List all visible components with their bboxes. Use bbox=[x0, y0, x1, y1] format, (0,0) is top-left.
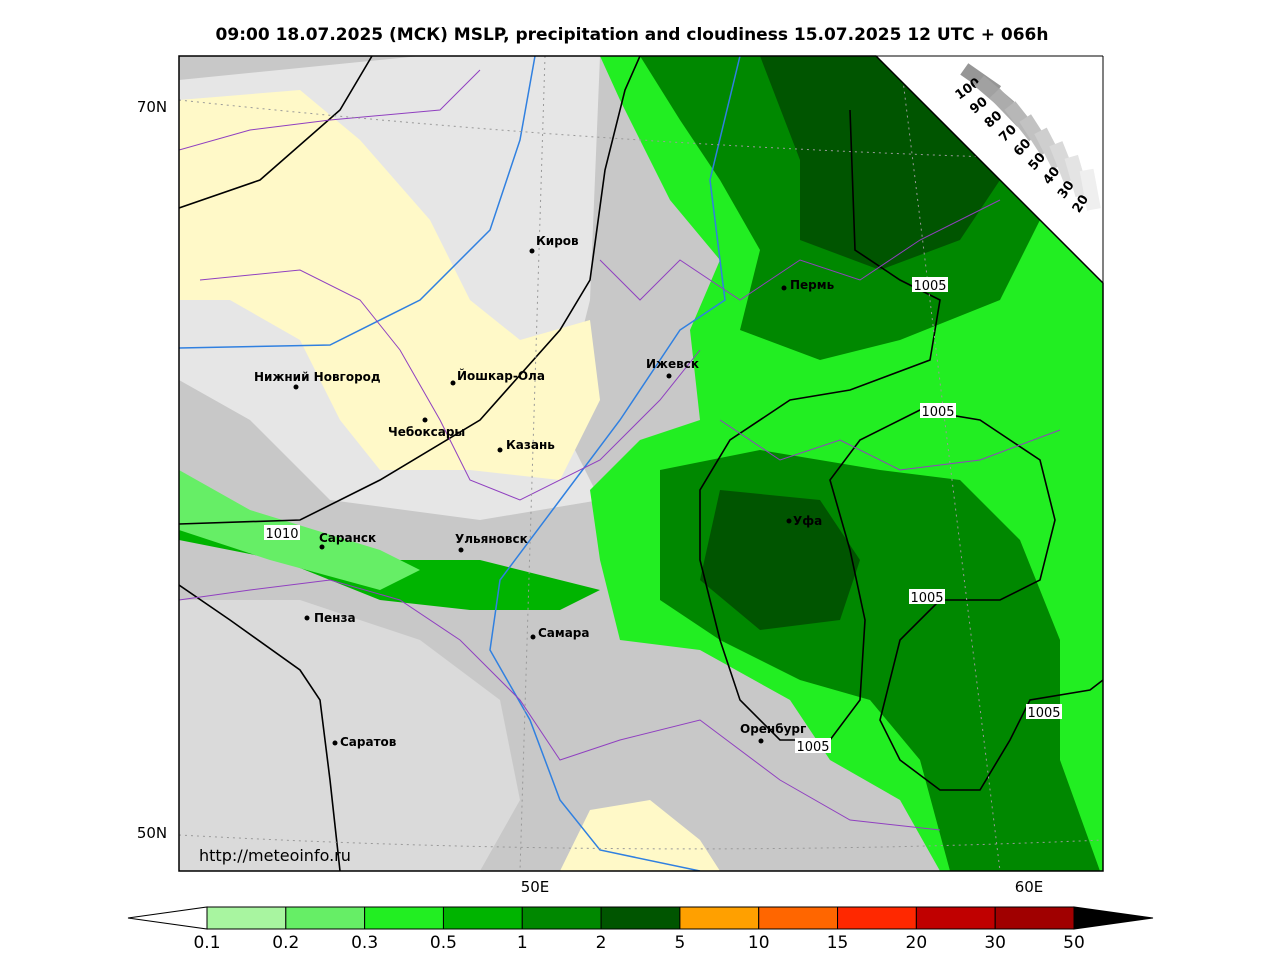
clear-sky bbox=[560, 800, 720, 871]
city-label: Пермь bbox=[790, 278, 835, 292]
colorbar-swatch bbox=[285, 906, 366, 930]
city-label: Казань bbox=[506, 438, 555, 452]
borders bbox=[179, 69, 1061, 831]
city-dot bbox=[332, 740, 338, 746]
colorbar-swatch bbox=[206, 906, 287, 930]
precip-band bbox=[179, 480, 600, 610]
city-dot bbox=[450, 380, 456, 386]
colorbar-label: 10 bbox=[748, 933, 770, 953]
lat-label: 70N bbox=[137, 98, 167, 116]
isobar-label: 1005 bbox=[913, 279, 946, 294]
city-dot bbox=[497, 447, 503, 453]
isobar-label-bg bbox=[909, 589, 945, 604]
isotherm bbox=[179, 56, 741, 871]
isobar-label-bg bbox=[920, 403, 956, 418]
map-field bbox=[179, 56, 1103, 871]
colorbar-swatch bbox=[758, 906, 839, 930]
colorbar-label: 1 bbox=[517, 933, 528, 953]
city-label: Саранск bbox=[319, 531, 376, 545]
colorbar-label: 20 bbox=[906, 933, 928, 953]
isobar-label: 1005 bbox=[921, 405, 954, 420]
isobar bbox=[179, 56, 1103, 871]
isobar-label-bg bbox=[264, 525, 300, 540]
map-frame bbox=[178, 55, 1104, 872]
cloud-label: 80 bbox=[982, 108, 1006, 131]
city-dot bbox=[319, 544, 325, 550]
cities: Киров Пермь Нижний Новгород Йошкар-Ола Ижевс… bbox=[254, 234, 835, 749]
colorbar-swatch bbox=[364, 906, 444, 930]
colorbar-swatch bbox=[442, 906, 523, 930]
isobar-label: 1010 bbox=[265, 527, 298, 542]
colorbar-swatch bbox=[837, 906, 917, 930]
lon-label: 60E bbox=[1015, 878, 1044, 896]
city-label: Киров bbox=[536, 234, 579, 248]
isobar-labels: 1010 1005 1005 1005 1005 1005 bbox=[264, 277, 1062, 755]
colorbar-label: 30 bbox=[984, 933, 1006, 953]
isobar-label-bg bbox=[795, 738, 831, 753]
city-dot bbox=[529, 248, 535, 254]
city-label: Йошкар-Ола bbox=[457, 368, 545, 383]
title: 09:00 18.07.2025 (МСК) MSLP, precipitati… bbox=[216, 25, 1049, 45]
city-dot bbox=[304, 615, 310, 621]
isobar-label-bg bbox=[1026, 704, 1062, 719]
city-dot bbox=[666, 373, 672, 379]
source-url: http://meteoinfo.ru bbox=[199, 846, 351, 865]
city-dot bbox=[293, 384, 299, 390]
cloud-swatch bbox=[1079, 168, 1101, 211]
clear-sky bbox=[179, 90, 600, 480]
colorbar-label: 15 bbox=[827, 933, 849, 953]
colorbar-under bbox=[127, 906, 208, 930]
city-dot bbox=[786, 518, 792, 524]
colorbar-over bbox=[1073, 906, 1154, 930]
city-label: Ульяновск bbox=[455, 532, 528, 546]
precip-area bbox=[700, 490, 860, 630]
city-label: Уфа bbox=[793, 514, 822, 528]
colorbar-label: 5 bbox=[674, 933, 685, 953]
city-label: Ижевск bbox=[646, 357, 699, 371]
city-label: Нижний Новгород bbox=[254, 370, 381, 384]
graticule bbox=[179, 56, 1103, 871]
city-label: Оренбург bbox=[740, 722, 806, 736]
city-dot bbox=[530, 634, 536, 640]
colorbar-swatch bbox=[521, 906, 602, 930]
precip-legend: 0.1 0.2 0.3 0.5 1 2 5 10 15 20 30 50 bbox=[127, 906, 1154, 953]
city-label: Чебоксары bbox=[388, 425, 465, 439]
colorbar-swatch bbox=[600, 906, 681, 930]
colorbar-label: 2 bbox=[596, 933, 607, 953]
city-label: Саратов bbox=[340, 735, 397, 749]
isobar-label: 1005 bbox=[1027, 706, 1060, 721]
city-dot bbox=[422, 417, 428, 423]
city-dot bbox=[758, 738, 764, 744]
cloud-label: 90 bbox=[967, 94, 990, 117]
colorbar-label: 0.1 bbox=[193, 933, 220, 953]
colorbar-label: 0.2 bbox=[272, 933, 299, 953]
colorbar-swatch bbox=[915, 906, 996, 930]
isobar-label: 1005 bbox=[796, 740, 829, 755]
colorbar-label: 50 bbox=[1063, 933, 1085, 953]
city-dot bbox=[781, 285, 787, 291]
isobar-label: 1005 bbox=[910, 591, 943, 606]
city-dot bbox=[458, 547, 464, 553]
colorbar-swatch bbox=[679, 906, 760, 930]
city-label: Пенза bbox=[314, 611, 356, 625]
precip-area bbox=[760, 56, 1000, 270]
colorbar-label: 0.3 bbox=[351, 933, 378, 953]
lon-label: 50E bbox=[521, 878, 550, 896]
lat-label: 50N bbox=[137, 824, 167, 842]
cloud-light bbox=[179, 600, 520, 871]
city-label: Самара bbox=[538, 626, 590, 640]
colorbar-swatch bbox=[994, 906, 1075, 930]
isobar-label-bg bbox=[912, 277, 948, 292]
colorbar-label: 0.5 bbox=[430, 933, 457, 953]
